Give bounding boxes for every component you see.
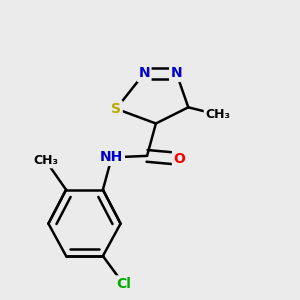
Text: S: S xyxy=(111,102,121,116)
Text: O: O xyxy=(173,152,185,166)
Text: Cl: Cl xyxy=(116,277,131,291)
Text: N: N xyxy=(171,66,182,80)
Text: N: N xyxy=(138,66,150,80)
Text: CH₃: CH₃ xyxy=(33,154,58,167)
Text: NH: NH xyxy=(100,150,123,164)
Text: CH₃: CH₃ xyxy=(205,108,230,121)
